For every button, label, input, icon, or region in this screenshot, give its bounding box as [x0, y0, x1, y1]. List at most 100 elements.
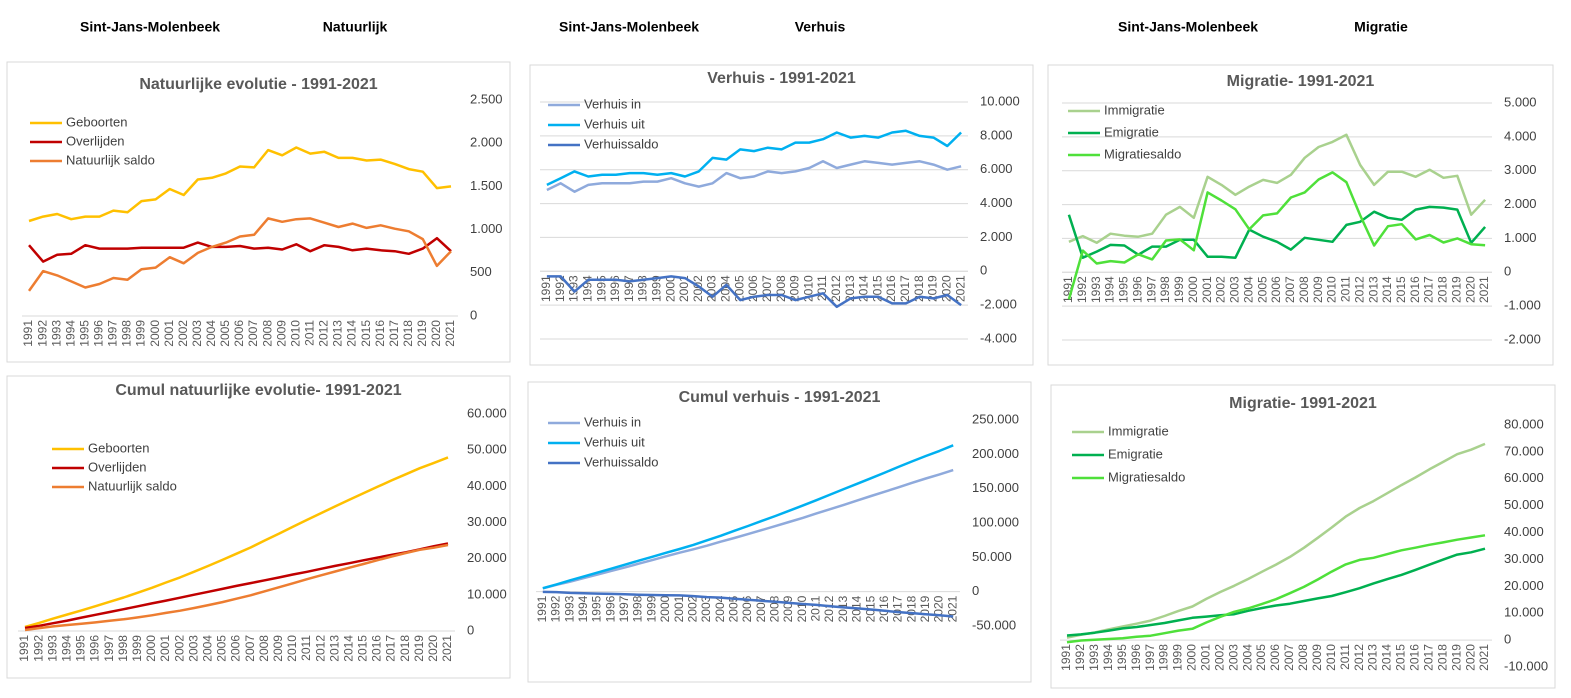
x-tick-label: 2002: [172, 635, 186, 662]
chart-panel: [6, 375, 511, 679]
x-tick-label: 2001: [158, 635, 172, 662]
x-tick-label: 1994: [580, 275, 594, 302]
x-tick-label: 1999: [644, 595, 658, 622]
y-tick-label: 3.000: [1504, 162, 1537, 177]
y-tick-label: 1.000: [1504, 230, 1537, 245]
x-tick-label: 1998: [1157, 644, 1171, 671]
x-tick-label: 2015: [870, 275, 884, 302]
x-tick-label: 2017: [891, 595, 905, 622]
y-tick-label: 1.500: [470, 178, 503, 193]
x-tick-label: 1995: [590, 595, 604, 622]
x-tick-label: 2000: [1186, 276, 1200, 303]
x-tick-label: 1999: [1171, 644, 1185, 671]
x-tick-label: 1997: [102, 635, 116, 662]
x-tick-label: 2020: [932, 595, 946, 622]
x-tick-label: 1991: [535, 595, 549, 622]
y-tick-label: 50.000: [467, 442, 507, 457]
y-tick-label: 1.000: [470, 221, 503, 236]
legend-label: Geboorten: [88, 440, 149, 455]
x-tick-label: 2008: [768, 595, 782, 622]
series-line: [542, 590, 954, 618]
x-tick-label: 1991: [17, 635, 31, 662]
x-tick-label: 1994: [63, 320, 77, 347]
chart-title: Natuurlijke evolutie - 1991-2021: [139, 76, 377, 93]
chart-panel: [6, 61, 511, 363]
header: Verhuis: [795, 19, 846, 35]
x-tick-label: 1997: [1143, 644, 1157, 671]
legend-label: Overlijden: [66, 133, 125, 148]
x-tick-label: 2014: [857, 275, 871, 302]
x-tick-label: 2014: [1380, 644, 1394, 671]
chart-panel: [529, 64, 1034, 366]
x-tick-label: 2008: [774, 275, 788, 302]
x-tick-label: 2004: [204, 320, 218, 347]
x-tick-label: 2009: [274, 320, 288, 347]
y-tick-label: 100.000: [972, 514, 1019, 529]
x-tick-label: 2006: [1269, 276, 1283, 303]
y-tick-label: 0: [972, 583, 979, 598]
x-tick-label: 2017: [1421, 644, 1435, 671]
x-tick-label: 2018: [401, 320, 415, 347]
y-tick-label: -1.000: [1504, 298, 1541, 313]
x-tick-label: 2005: [726, 595, 740, 622]
x-tick-label: 1996: [608, 275, 622, 302]
y-tick-label: 2.000: [1504, 196, 1537, 211]
series-line: [27, 217, 452, 292]
y-tick-label: 0: [467, 622, 474, 637]
y-tick-label: 30.000: [1504, 551, 1544, 566]
x-tick-label: 2017: [1422, 276, 1436, 303]
header: Natuurlijk: [323, 19, 388, 35]
x-tick-label: 2016: [370, 635, 384, 662]
x-tick-label: 2004: [1240, 644, 1254, 671]
x-tick-label: 1996: [1130, 276, 1144, 303]
x-tick-label: 2012: [822, 595, 836, 622]
x-tick-label: 2015: [1394, 276, 1408, 303]
x-tick-label: 2019: [412, 635, 426, 662]
x-tick-label: 2003: [190, 320, 204, 347]
x-tick-label: 2001: [672, 595, 686, 622]
x-tick-label: 2015: [359, 320, 373, 347]
x-tick-label: 1992: [1073, 644, 1087, 671]
y-tick-label: 60.000: [1504, 470, 1544, 485]
x-tick-label: 1998: [631, 595, 645, 622]
legend-label: Natuurlijk saldo: [88, 478, 177, 493]
y-tick-label: 0: [470, 307, 477, 322]
x-tick-label: 2000: [144, 635, 158, 662]
y-tick-label: 10.000: [980, 93, 1020, 108]
y-tick-label: 4.000: [1504, 128, 1537, 143]
x-tick-label: 2018: [1435, 644, 1449, 671]
x-tick-label: 2002: [691, 275, 705, 302]
x-tick-label: 1997: [622, 275, 636, 302]
y-tick-label: 5.000: [1504, 94, 1537, 109]
series-line: [1066, 534, 1486, 644]
legend-label: Immigratie: [1104, 102, 1165, 117]
x-tick-label: 2002: [685, 595, 699, 622]
x-tick-label: 1994: [1103, 276, 1117, 303]
x-tick-label: 1995: [594, 275, 608, 302]
legend-label: Emigratie: [1104, 124, 1159, 139]
x-tick-label: 1992: [1075, 276, 1089, 303]
x-tick-label: 2007: [1282, 644, 1296, 671]
series-line: [1068, 133, 1487, 245]
x-tick-label: 2012: [829, 275, 843, 302]
legend-label: Verhuis uit: [584, 116, 645, 131]
legend-label: Verhuissaldo: [584, 136, 658, 151]
x-tick-label: 2008: [257, 635, 271, 662]
x-tick-label: 2017: [387, 320, 401, 347]
y-tick-label: 0: [1504, 632, 1511, 647]
x-tick-label: 2009: [781, 595, 795, 622]
x-tick-label: 2021: [440, 635, 454, 662]
x-tick-label: 2018: [904, 595, 918, 622]
x-tick-label: 2020: [426, 635, 440, 662]
x-tick-label: 2012: [1352, 276, 1366, 303]
series-line: [28, 146, 452, 223]
series-line: [1066, 442, 1486, 639]
x-tick-label: 2015: [356, 635, 370, 662]
x-tick-label: 2001: [1198, 644, 1212, 671]
x-tick-label: 1996: [88, 635, 102, 662]
x-tick-label: 2015: [1394, 644, 1408, 671]
x-tick-label: 2002: [176, 320, 190, 347]
x-tick-label: 2005: [215, 635, 229, 662]
x-tick-label: 1992: [549, 595, 563, 622]
x-tick-label: 2007: [243, 635, 257, 662]
